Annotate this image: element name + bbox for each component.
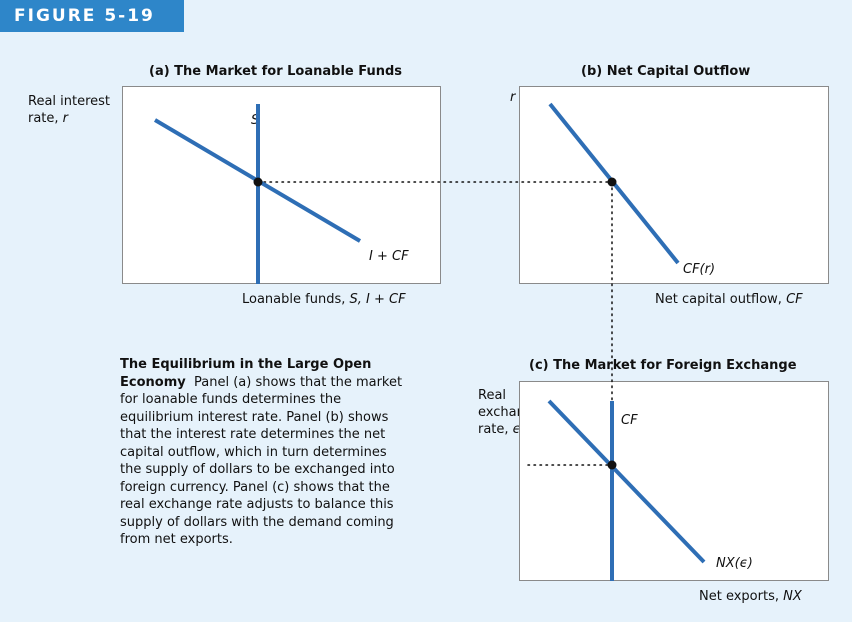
panel-c-supply-label: CF <box>621 413 638 428</box>
panel-a-y-label-line1: Real interest <box>28 94 111 109</box>
panel-c-y-label-line3: rate, ϵ <box>478 422 521 437</box>
caption-title: The Equilibrium in the Large Open Econom… <box>120 357 372 390</box>
panel-b-equilibrium-point <box>607 177 617 187</box>
panel-a-x-label-var: S, I + CF <box>349 292 406 307</box>
panel-a-y-label-prefix: rate, <box>28 111 63 126</box>
panel-a-equilibrium-point <box>253 177 263 187</box>
panel-c-demand-label: NX(ϵ) <box>716 556 753 571</box>
panel-c-plot <box>519 381 829 581</box>
panel-b-curve-label: CF(r) <box>683 262 716 277</box>
panel-b-x-label-prefix: Net capital outflow, <box>655 292 787 307</box>
panel-c-x-label-var: NX <box>783 589 802 604</box>
caption-body: Panel (a) shows that the market for loan… <box>120 374 403 548</box>
panel-b-plot <box>519 86 829 284</box>
panel-b-x-label-var: CF <box>786 292 803 307</box>
panel-a-title: (a) The Market for Loanable Funds <box>149 64 403 79</box>
panel-a-y-label-var: r <box>62 111 69 126</box>
panel-a-demand-label: I + CF <box>369 249 409 264</box>
panel-c-equilibrium-point <box>607 460 617 470</box>
panel-b-x-label: Net capital outflow, CF <box>655 292 803 307</box>
panel-c-y-label-prefix: rate, <box>478 422 513 437</box>
panel-c-title: (c) The Market for Foreign Exchange <box>529 358 797 373</box>
panel-c-x-label: Net exports, NX <box>699 589 802 604</box>
figure-caption: The Equilibrium in the Large Open Econom… <box>120 356 410 549</box>
panel-a-x-label: Loanable funds, S, I + CF <box>242 292 406 307</box>
figure-tag-label: FIGURE 5-19 <box>14 6 155 26</box>
panel-a-plot <box>122 86 441 284</box>
panel-c-x-label-prefix: Net exports, <box>699 589 784 604</box>
panel-a-y-label-line2: rate, r <box>28 111 68 126</box>
figure-tag: FIGURE 5-19 <box>0 0 184 32</box>
panel-b-y-label: r <box>510 90 516 105</box>
panel-c-y-label-var: ϵ <box>512 422 521 437</box>
panel-c-demand-curve <box>547 399 706 564</box>
panel-a-supply-label: S <box>251 113 260 128</box>
panel-a-x-label-prefix: Loanable funds, <box>242 292 350 307</box>
panel-b-title: (b) Net Capital Outflow <box>581 64 751 79</box>
panel-c-y-label-line1: Real <box>478 388 507 403</box>
